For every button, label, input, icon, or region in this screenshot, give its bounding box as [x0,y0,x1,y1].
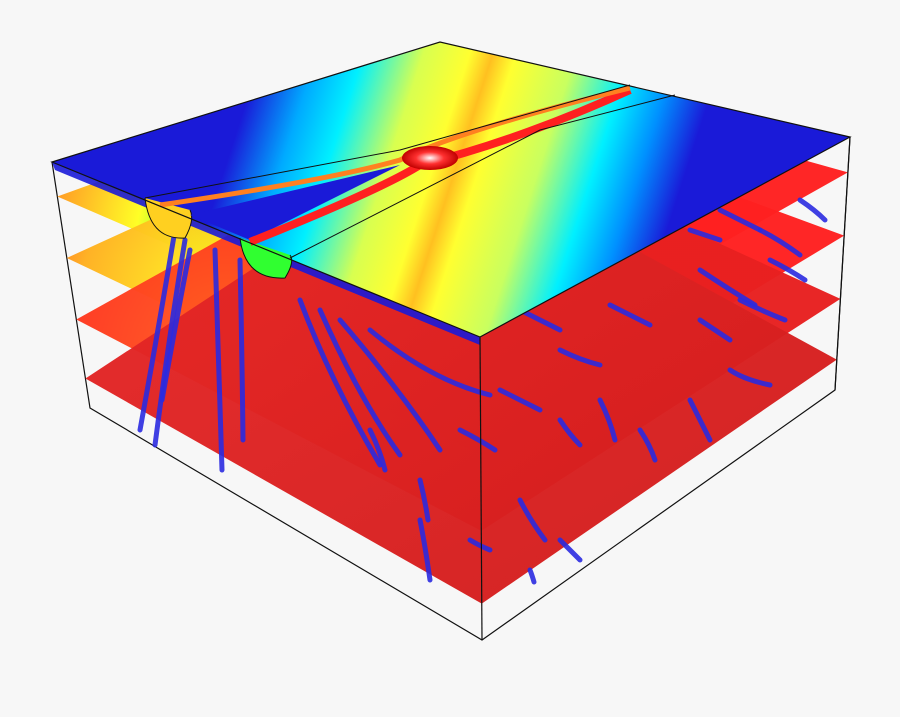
streamline [557,537,583,563]
streamline [517,497,548,543]
blue-wedge [190,165,400,240]
streamline [697,267,758,308]
orange-ridge [159,85,631,208]
streamlines [137,197,828,585]
streamline [457,427,498,453]
streamline [557,347,603,368]
trench-edge-line [144,84,631,199]
box-front-vertical-edge [479,336,483,641]
streamline [297,297,383,468]
streamline [417,477,431,523]
streamline [367,327,493,398]
streamline [417,517,433,583]
streamline [687,227,723,243]
streamline [497,387,543,413]
streamline [597,397,618,443]
streamline [607,302,653,328]
streamline [317,307,403,458]
streamline [367,427,388,473]
streamline [237,257,246,443]
streamline [212,247,225,473]
peak-highlight [402,146,458,170]
streamline [717,207,763,233]
streamline [737,297,788,323]
top-surface [50,41,852,345]
trench-left [144,197,193,239]
streamline [797,197,828,223]
streamline [767,257,808,283]
trench-edge-line [289,94,676,259]
streamline [637,427,658,463]
streamline [557,417,583,448]
streamline [467,537,493,553]
streamline [152,237,188,448]
top-colormap-surface [52,42,850,337]
streamline [337,317,443,453]
streamline [727,367,773,388]
box-front-edges [479,136,851,641]
streamline [159,247,193,403]
box-right-vertical-edge [834,136,851,391]
streamline [697,317,733,343]
streamline [757,227,803,258]
streamline [527,567,537,585]
streamline [687,397,713,443]
streamline [137,227,178,433]
